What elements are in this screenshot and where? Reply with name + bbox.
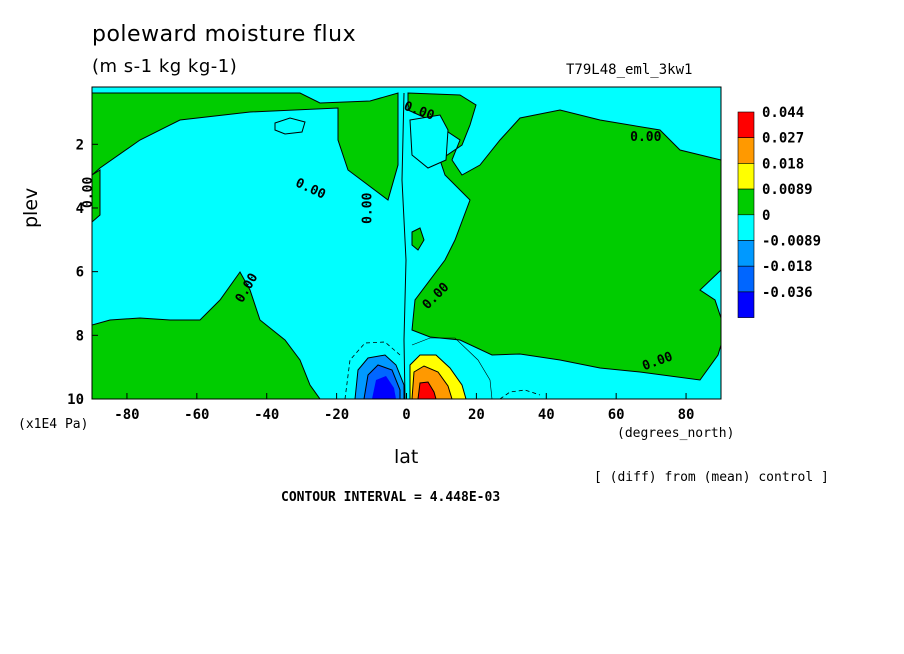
dashed-contour-right: [499, 389, 541, 399]
positive-maximum-core: [417, 381, 437, 399]
colorbar-swatch: [737, 137, 755, 164]
colorbar-swatch: [737, 188, 755, 216]
colorbar-swatch: [737, 163, 755, 190]
y-tick-label: 8: [76, 328, 84, 344]
contour-label: 0.00: [361, 192, 376, 223]
cyan-hole-center: [409, 114, 449, 169]
y-tick-label: 10: [67, 392, 84, 408]
x-tick-label: 40: [538, 407, 555, 423]
top-cap-fill: [92, 87, 721, 93]
chart-title: poleward moisture flux: [92, 22, 357, 47]
cyan-hole-left: [274, 117, 306, 135]
x-tick-label: 80: [678, 407, 695, 423]
x-axis-label: lat: [394, 446, 419, 468]
colorbar-swatch: [737, 214, 755, 241]
y-tick-label: 2: [76, 137, 84, 153]
x-tick-label: -20: [324, 407, 349, 423]
green-region-right: [407, 92, 721, 381]
green-island-center: [411, 227, 425, 251]
x-tick-label: 0: [402, 407, 410, 423]
colorbar-swatch: [737, 240, 755, 267]
contour-interval-label: CONTOUR INTERVAL = 4.448E-03: [281, 490, 501, 505]
negative-minimum-core: [372, 376, 396, 399]
plot-area: [92, 87, 721, 399]
y-unit-label: (x1E4 Pa): [18, 417, 89, 432]
x-tick-label: -60: [184, 407, 209, 423]
x-tick-label: -40: [254, 407, 279, 423]
x-tick-label: 20: [468, 407, 485, 423]
colorbar-label: 0.044: [762, 105, 804, 121]
colorbar: 0.044 0.027 0.018 0.0089 0 -0.0089 -0.018 -0.03…: [737, 105, 821, 318]
green-region-lower-left: [92, 271, 321, 399]
x-tick-label: 60: [608, 407, 625, 423]
x-axis-ticks: -80 -60 -40 -20 0 20 40 60 80: [114, 393, 694, 423]
colorbar-label: -0.036: [762, 285, 813, 301]
thin-contour-positive: [411, 337, 493, 399]
colorbar-label: 0.0089: [762, 182, 813, 198]
colorbar-label: -0.0089: [762, 234, 821, 250]
colorbar-swatch: [737, 111, 755, 139]
colorbar-label: 0: [762, 208, 770, 224]
green-region-upper-left: [92, 92, 399, 201]
y-tick-label: 4: [76, 201, 84, 217]
contour-label: 0.00: [81, 176, 96, 207]
diff-label: [ (diff) from (mean) control ]: [594, 470, 829, 485]
x-tick-label: -80: [114, 407, 139, 423]
colorbar-label: 0.027: [762, 131, 804, 147]
colorbar-swatch: [737, 291, 755, 318]
y-tick-label: 6: [76, 265, 84, 281]
zero-contour-center: [401, 92, 407, 399]
x-unit-label: (degrees_north): [617, 426, 735, 441]
colorbar-swatch: [737, 265, 755, 293]
colorbar-label: 0.018: [762, 156, 804, 172]
run-label: T79L48_eml_3kw1: [566, 62, 693, 78]
contour-label: 0.00: [630, 130, 661, 145]
y-axis-ticks: 2 4 6 8 10: [67, 137, 98, 408]
chart-units: (m s-1 kg kg-1): [92, 56, 238, 77]
green-region-left-strip: [92, 169, 101, 223]
colorbar-label: -0.018: [762, 259, 813, 275]
